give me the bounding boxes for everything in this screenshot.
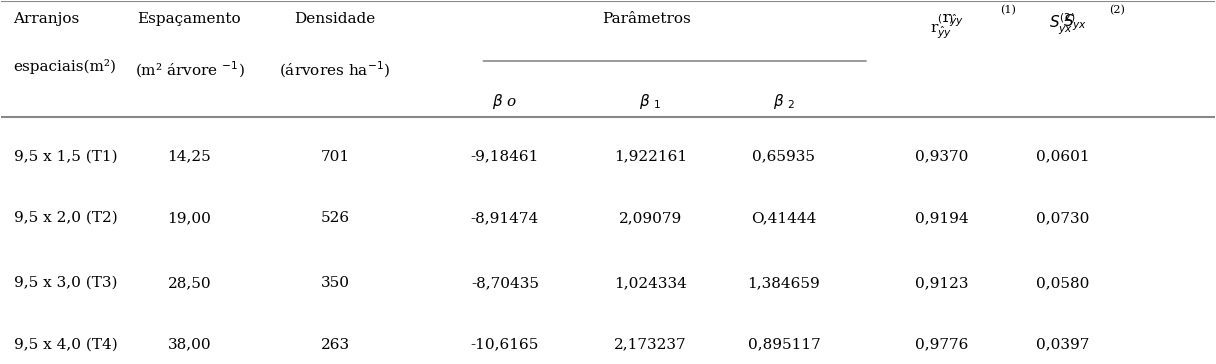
Text: 19,00: 19,00 <box>168 211 212 225</box>
Text: 1,024334: 1,024334 <box>614 276 687 290</box>
Text: -9,18461: -9,18461 <box>471 150 539 164</box>
Text: $\beta$ o: $\beta$ o <box>492 92 518 111</box>
Text: Densidade: Densidade <box>294 12 376 26</box>
Text: 9,5 x 2,0 (T2): 9,5 x 2,0 (T2) <box>13 211 117 225</box>
Text: 0,9123: 0,9123 <box>914 276 968 290</box>
Text: 0,0580: 0,0580 <box>1036 276 1090 290</box>
Text: $\beta$ $_1$: $\beta$ $_1$ <box>640 92 662 111</box>
Text: 701: 701 <box>321 150 349 164</box>
Text: (2): (2) <box>1109 5 1125 15</box>
Text: Arranjos: Arranjos <box>13 12 80 26</box>
Text: (árvores ha$^{-1}$): (árvores ha$^{-1}$) <box>280 59 390 80</box>
Text: r$_{\hat{y}y}$: r$_{\hat{y}y}$ <box>941 12 964 29</box>
Text: 9,5 x 1,5 (T1): 9,5 x 1,5 (T1) <box>13 150 117 164</box>
Text: espaciais(m²): espaciais(m²) <box>13 59 117 74</box>
Text: O,41444: O,41444 <box>751 211 817 225</box>
Text: $\beta$ $_2$: $\beta$ $_2$ <box>772 92 795 111</box>
Text: -8,70435: -8,70435 <box>471 276 539 290</box>
Text: (m² árvore $^{-1}$): (m² árvore $^{-1}$) <box>135 59 244 80</box>
Text: 0,895117: 0,895117 <box>748 337 821 352</box>
Text: 28,50: 28,50 <box>168 276 212 290</box>
Text: 9,5 x 3,0 (T3): 9,5 x 3,0 (T3) <box>13 276 117 290</box>
Text: 0,65935: 0,65935 <box>753 150 816 164</box>
Text: 350: 350 <box>321 276 349 290</box>
Text: 1,384659: 1,384659 <box>748 276 821 290</box>
Text: 0,9194: 0,9194 <box>914 211 968 225</box>
Text: r$_{\^{y}y}^{(1)}$: r$_{\^{y}y}^{(1)}$ <box>930 12 953 41</box>
Text: 526: 526 <box>321 211 349 225</box>
Text: -10,6165: -10,6165 <box>471 337 539 352</box>
Text: 0,0601: 0,0601 <box>1036 150 1090 164</box>
Text: 0,0730: 0,0730 <box>1036 211 1090 225</box>
Text: 14,25: 14,25 <box>168 150 212 164</box>
Text: 2,09079: 2,09079 <box>619 211 682 225</box>
Text: $S_{yx}^{(2)}$: $S_{yx}^{(2)}$ <box>1049 12 1076 37</box>
Text: 38,00: 38,00 <box>168 337 212 352</box>
Text: (1): (1) <box>1000 5 1015 15</box>
Text: $S_{yx}$: $S_{yx}$ <box>1063 12 1087 33</box>
Text: 9,5 x 4,0 (T4): 9,5 x 4,0 (T4) <box>13 337 117 352</box>
Text: 0,9370: 0,9370 <box>914 150 968 164</box>
Text: 2,173237: 2,173237 <box>614 337 687 352</box>
Text: 0,9776: 0,9776 <box>914 337 968 352</box>
Text: Espaçamento: Espaçamento <box>137 12 241 26</box>
Text: Parâmetros: Parâmetros <box>602 12 691 26</box>
Text: 0,0397: 0,0397 <box>1036 337 1090 352</box>
Text: 263: 263 <box>321 337 349 352</box>
Text: 1,922161: 1,922161 <box>614 150 687 164</box>
Text: -8,91474: -8,91474 <box>471 211 539 225</box>
